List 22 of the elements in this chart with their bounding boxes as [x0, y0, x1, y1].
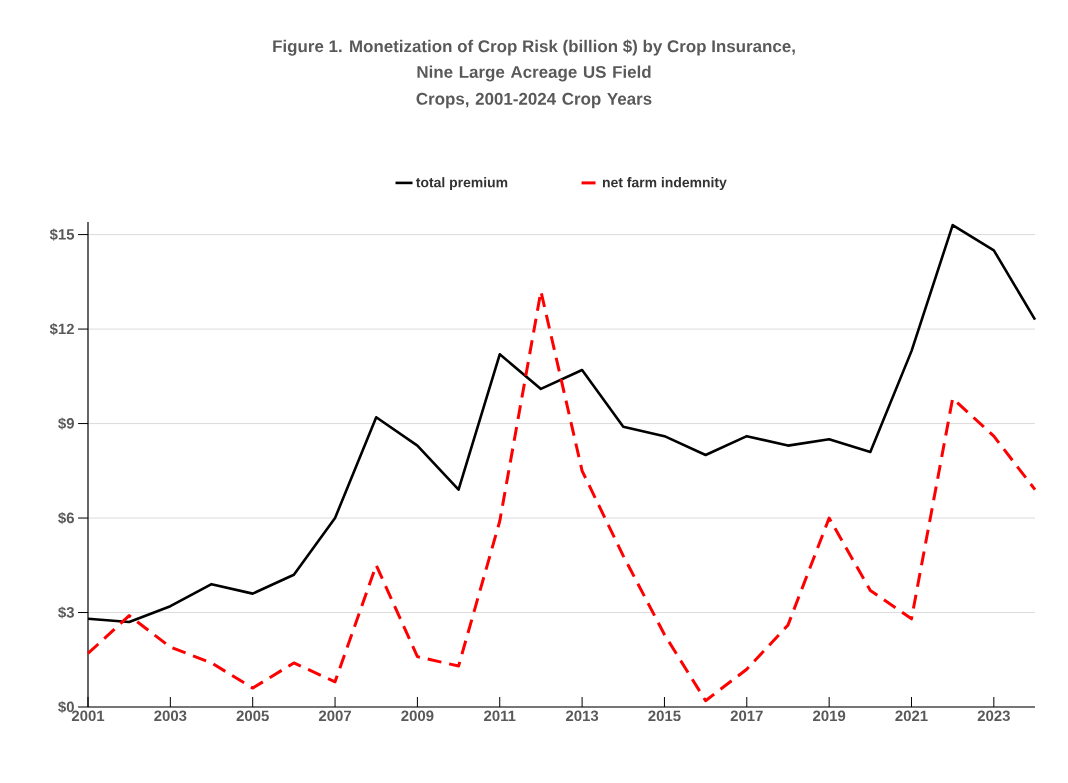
x-tick-label: 2021 [895, 710, 928, 722]
x-tick-label: 2017 [730, 710, 763, 722]
x-tick-label: 2005 [236, 710, 269, 722]
chart-subtitle: Nine Large Acreage US Field Crops, 2001-2024 Crop Years [416, 65, 652, 109]
y-tick-label: $0 [58, 700, 74, 714]
legend-label: net farm indemnity [602, 177, 727, 191]
x-tick-label: 2013 [565, 710, 599, 722]
y-tick-label: $6 [58, 511, 74, 525]
x-tick-label: 2007 [318, 710, 352, 722]
chart-title: Figure 1. Monetization of Crop Risk (billion $) by Crop Insurance, [273, 39, 795, 56]
y-tick-label: $15 [49, 228, 75, 241]
x-tick-label: 2011 [484, 710, 516, 722]
x-tick-label: 2009 [401, 710, 434, 722]
y-tick-label: $12 [49, 322, 74, 336]
legend-label: total premium [415, 177, 508, 191]
x-tick-label: 2019 [813, 710, 846, 722]
y-tick-label: $3 [58, 606, 74, 619]
x-tick-label: 2001 [71, 710, 105, 722]
x-tick-label: 2015 [648, 710, 681, 722]
x-tick-label: 2023 [977, 710, 1010, 722]
x-tick-label: 2003 [154, 710, 187, 722]
y-tick-label: $9 [58, 417, 74, 430]
